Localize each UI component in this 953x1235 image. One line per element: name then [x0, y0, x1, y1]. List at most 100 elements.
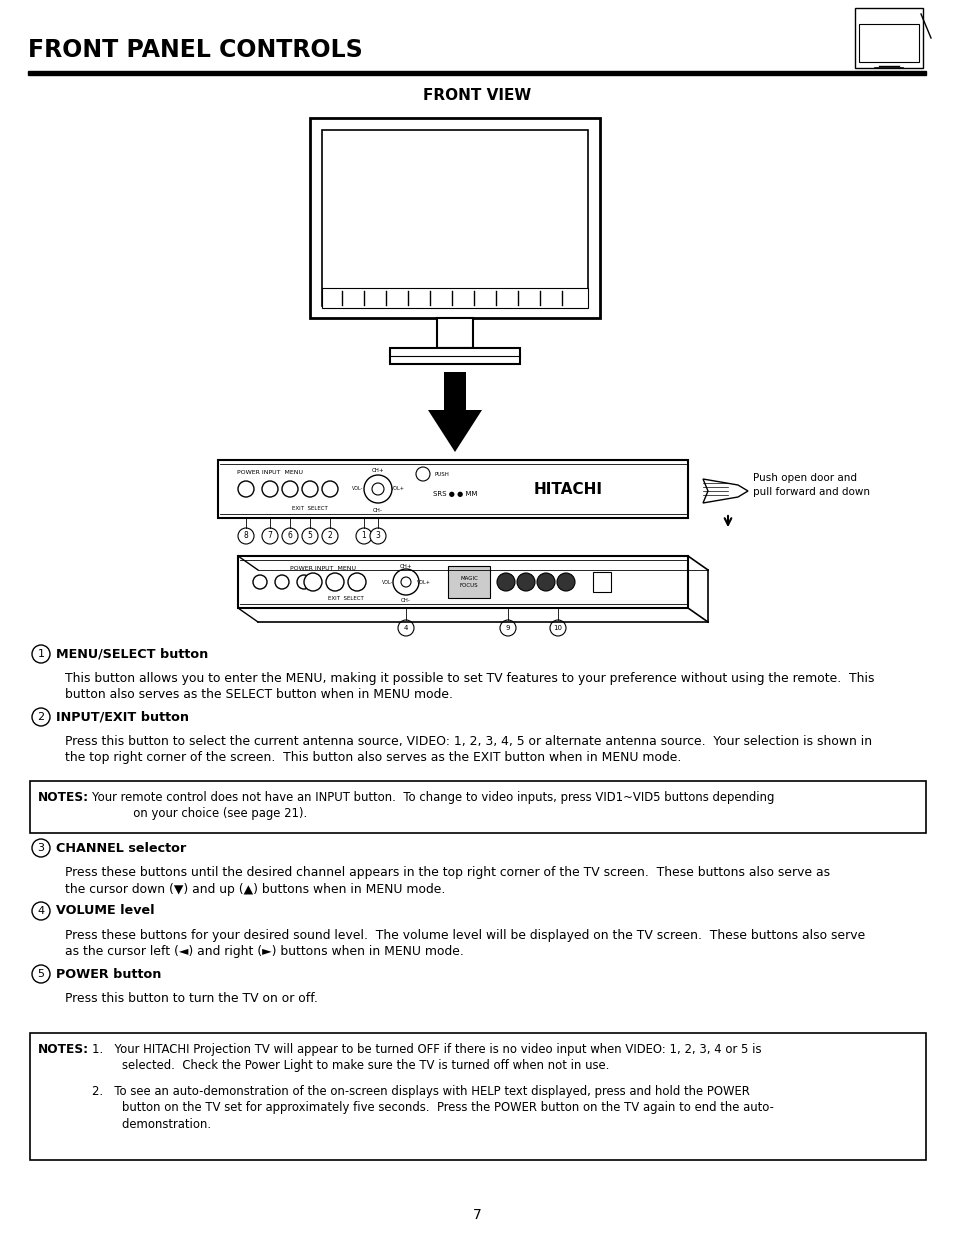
Circle shape — [32, 708, 50, 726]
Text: CH+: CH+ — [372, 468, 384, 473]
Text: 2: 2 — [37, 713, 45, 722]
Text: 3: 3 — [375, 531, 380, 541]
Text: 2.   To see an auto-demonstration of the on-screen displays with HELP text displ: 2. To see an auto-demonstration of the o… — [91, 1086, 773, 1131]
Circle shape — [302, 480, 317, 496]
Text: FRONT VIEW: FRONT VIEW — [422, 89, 531, 104]
Polygon shape — [443, 372, 465, 410]
Circle shape — [370, 529, 386, 543]
Text: SRS ● ● MM: SRS ● ● MM — [433, 492, 477, 496]
Text: VOL+: VOL+ — [391, 487, 404, 492]
Circle shape — [348, 573, 366, 592]
Circle shape — [355, 529, 372, 543]
Text: CHANNEL selector: CHANNEL selector — [56, 841, 186, 855]
Bar — [390, 348, 519, 364]
Text: PUSH: PUSH — [435, 472, 450, 477]
Text: 10: 10 — [553, 625, 562, 631]
Circle shape — [304, 573, 322, 592]
Circle shape — [32, 902, 50, 920]
Text: FRONT PANEL CONTROLS: FRONT PANEL CONTROLS — [28, 38, 362, 62]
Text: VOL-: VOL- — [382, 579, 394, 584]
Circle shape — [296, 576, 311, 589]
Bar — [310, 119, 599, 317]
Circle shape — [282, 480, 297, 496]
Text: 5: 5 — [307, 531, 313, 541]
Circle shape — [302, 529, 317, 543]
Circle shape — [322, 529, 337, 543]
Text: Press this button to select the current antenna source, VIDEO: 1, 2, 3, 4, 5 or : Press this button to select the current … — [65, 735, 871, 764]
Circle shape — [32, 645, 50, 663]
Bar — [322, 130, 587, 306]
Text: MAGIC
FOCUS: MAGIC FOCUS — [459, 577, 477, 588]
Text: 7: 7 — [472, 1208, 481, 1221]
Text: INPUT/EXIT button: INPUT/EXIT button — [56, 710, 189, 724]
Bar — [322, 288, 587, 308]
Polygon shape — [428, 410, 481, 452]
Text: POWER button: POWER button — [56, 967, 161, 981]
Circle shape — [517, 573, 535, 592]
Circle shape — [237, 480, 253, 496]
Bar — [237, 556, 687, 608]
Text: POWER INPUT  MENU: POWER INPUT MENU — [290, 566, 355, 571]
Text: CH-: CH- — [373, 508, 382, 513]
Text: 1.   Your HITACHI Projection TV will appear to be turned OFF if there is no vide: 1. Your HITACHI Projection TV will appea… — [91, 1044, 760, 1072]
Text: 8: 8 — [243, 531, 248, 541]
Text: Your remote control does not have an INPUT button.  To change to video inputs, p: Your remote control does not have an INP… — [91, 790, 774, 820]
Text: 1: 1 — [37, 650, 45, 659]
Circle shape — [253, 576, 267, 589]
Text: POWER INPUT  MENU: POWER INPUT MENU — [236, 469, 303, 474]
Circle shape — [497, 573, 515, 592]
Circle shape — [400, 577, 411, 587]
Text: EXIT  SELECT: EXIT SELECT — [292, 505, 328, 510]
Circle shape — [32, 965, 50, 983]
Text: 9: 9 — [505, 625, 510, 631]
Circle shape — [32, 839, 50, 857]
Bar — [30, 781, 925, 832]
Text: EXIT  SELECT: EXIT SELECT — [328, 595, 363, 600]
Circle shape — [537, 573, 555, 592]
Text: 4: 4 — [403, 625, 408, 631]
Text: VOLUME level: VOLUME level — [56, 904, 154, 918]
Bar — [858, 23, 918, 62]
Text: NOTES:: NOTES: — [38, 1044, 89, 1056]
Circle shape — [262, 480, 277, 496]
Circle shape — [499, 620, 516, 636]
Circle shape — [274, 576, 289, 589]
Circle shape — [550, 620, 565, 636]
Text: This button allows you to enter the MENU, making it possible to set TV features : This button allows you to enter the MENU… — [65, 672, 874, 701]
Bar — [30, 1032, 925, 1160]
Text: Press these buttons until the desired channel appears in the top right corner of: Press these buttons until the desired ch… — [65, 866, 829, 895]
Circle shape — [416, 467, 430, 480]
Text: 1: 1 — [361, 531, 366, 541]
Circle shape — [326, 573, 344, 592]
Text: 4: 4 — [37, 906, 45, 916]
Text: CH-: CH- — [400, 598, 411, 603]
Bar — [28, 70, 925, 75]
Text: VOL-: VOL- — [352, 487, 363, 492]
Bar — [436, 317, 473, 348]
Circle shape — [372, 483, 384, 495]
Text: Press these buttons for your desired sound level.  The volume level will be disp: Press these buttons for your desired sou… — [65, 929, 864, 958]
Text: HITACHI: HITACHI — [533, 482, 602, 496]
Circle shape — [262, 529, 277, 543]
Text: Press this button to turn the TV on or off.: Press this button to turn the TV on or o… — [65, 992, 317, 1005]
Bar — [448, 566, 490, 598]
Text: 2: 2 — [327, 531, 332, 541]
Text: NOTES:: NOTES: — [38, 790, 89, 804]
Polygon shape — [702, 479, 747, 503]
Text: 5: 5 — [37, 969, 45, 979]
Circle shape — [393, 569, 418, 595]
Text: CH+: CH+ — [399, 563, 412, 568]
Text: 6: 6 — [287, 531, 293, 541]
Text: VOL+: VOL+ — [416, 579, 431, 584]
Text: 3: 3 — [37, 844, 45, 853]
Bar — [218, 459, 687, 517]
Text: MENU/SELECT button: MENU/SELECT button — [56, 647, 208, 661]
Text: Push open door and
pull forward and down: Push open door and pull forward and down — [752, 473, 869, 496]
Circle shape — [364, 475, 392, 503]
Circle shape — [397, 620, 414, 636]
Bar — [593, 572, 610, 592]
Text: 7: 7 — [267, 531, 273, 541]
Circle shape — [282, 529, 297, 543]
Circle shape — [322, 480, 337, 496]
Circle shape — [557, 573, 575, 592]
